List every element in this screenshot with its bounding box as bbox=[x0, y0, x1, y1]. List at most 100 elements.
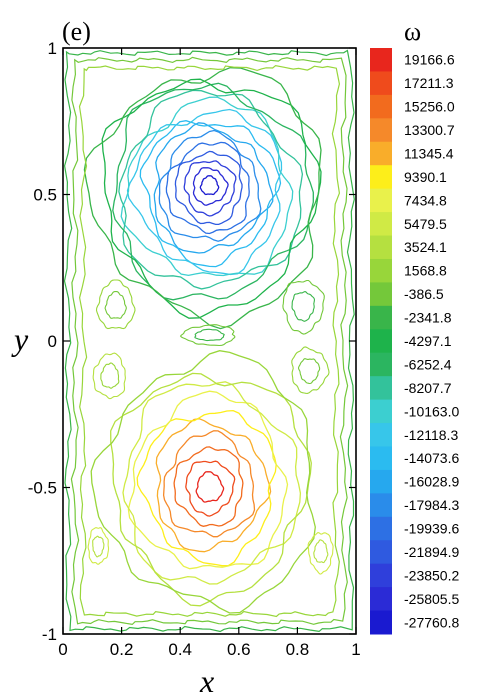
colorbar-tick-label: 17211.3 bbox=[404, 75, 454, 91]
plot-area bbox=[63, 48, 356, 634]
colorbar-swatch bbox=[370, 71, 392, 96]
colorbar-tick-label: -8207.7 bbox=[404, 380, 452, 396]
contour-line bbox=[194, 328, 225, 342]
y-tick-label: 1 bbox=[48, 39, 57, 58]
colorbar-swatch bbox=[370, 282, 392, 307]
y-tick-label: 0.5 bbox=[33, 186, 57, 205]
contour-line bbox=[158, 129, 262, 242]
colorbar-tick-label: -2341.8 bbox=[404, 310, 452, 326]
contour-line bbox=[100, 362, 120, 389]
contour-line bbox=[291, 291, 315, 322]
contour-line bbox=[70, 56, 349, 626]
contour-line bbox=[307, 532, 334, 575]
colorbar-title: ω bbox=[404, 17, 421, 46]
contour-line bbox=[126, 108, 283, 276]
contour-line bbox=[183, 160, 237, 217]
colorbar-swatch bbox=[370, 258, 392, 283]
contour-line bbox=[195, 471, 225, 503]
colorbar-swatch bbox=[370, 329, 392, 354]
contour-line bbox=[185, 460, 236, 517]
colorbar-swatch bbox=[370, 587, 392, 612]
contour-line bbox=[87, 527, 110, 565]
colorbar-swatch bbox=[370, 446, 392, 471]
contour-line bbox=[63, 49, 355, 633]
colorbar-tick-label: -23850.2 bbox=[404, 567, 459, 583]
colorbar-tick-label: 7434.8 bbox=[404, 192, 447, 208]
contour-line bbox=[101, 78, 322, 319]
colorbar-swatch bbox=[370, 165, 392, 190]
contour-line bbox=[104, 291, 127, 319]
y-tick-label: -1 bbox=[42, 625, 57, 644]
contour-line bbox=[162, 430, 256, 538]
colorbar-swatch bbox=[370, 493, 392, 518]
contour-line bbox=[165, 141, 250, 235]
contour-line bbox=[120, 96, 294, 277]
colorbar-swatch bbox=[370, 305, 392, 330]
colorbar-swatch bbox=[370, 516, 392, 541]
contour-line bbox=[291, 346, 330, 394]
contour-line bbox=[153, 122, 274, 254]
colorbar-swatch bbox=[370, 94, 392, 119]
colorbar-tick-label: -12118.3 bbox=[404, 427, 458, 443]
colorbar-swatch bbox=[370, 540, 392, 565]
colorbar-swatch bbox=[370, 423, 392, 447]
colorbar-swatch bbox=[370, 118, 392, 143]
contour-line bbox=[192, 167, 229, 206]
contour-line bbox=[83, 67, 322, 330]
colorbar-swatch bbox=[370, 469, 392, 494]
x-tick-label: 1 bbox=[351, 640, 360, 659]
colorbar-tick-label: 3524.1 bbox=[404, 239, 447, 255]
x-tick-label: 0.6 bbox=[227, 640, 251, 659]
colorbar-tick-label: -4297.1 bbox=[404, 333, 452, 349]
colorbar-tick-label: -14073.6 bbox=[404, 450, 459, 466]
y-tick-label: 0 bbox=[48, 332, 57, 351]
contour-line bbox=[110, 372, 312, 607]
contour-line bbox=[92, 352, 126, 400]
colorbar-tick-label: -16028.9 bbox=[404, 474, 459, 490]
panel-label: (e) bbox=[62, 17, 91, 46]
y-tick-label: -0.5 bbox=[28, 479, 57, 498]
colorbar-swatch bbox=[370, 48, 392, 72]
contour-line bbox=[139, 120, 282, 268]
colorbar-tick-label: 9390.1 bbox=[404, 169, 447, 185]
colorbar-swatch bbox=[370, 399, 392, 424]
colorbar-swatch bbox=[370, 376, 392, 401]
contour-line bbox=[92, 535, 105, 558]
colorbar-tick-label: -386.5 bbox=[404, 286, 444, 302]
colorbar-tick-label: 11345.4 bbox=[404, 145, 454, 161]
contour-line bbox=[199, 175, 220, 196]
colorbar-tick-label: -21894.9 bbox=[404, 544, 459, 560]
contour-line bbox=[112, 82, 314, 301]
colorbar-tick-label: -10163.0 bbox=[404, 403, 459, 419]
x-tick-label: 0.8 bbox=[286, 640, 310, 659]
colorbar: 19166.6 17211.3 15256.0 13300.7 11345.4 9390.… bbox=[370, 48, 459, 635]
contour-line bbox=[174, 150, 243, 226]
colorbar-swatch bbox=[370, 352, 392, 377]
colorbar-tick-label: 13300.7 bbox=[404, 122, 455, 138]
colorbar-tick-label: 1568.8 bbox=[404, 263, 447, 279]
x-axis-label: x bbox=[199, 663, 214, 698]
x-tick-label: 0.2 bbox=[110, 640, 134, 659]
contour-line bbox=[95, 279, 136, 330]
colorbar-swatch bbox=[370, 610, 392, 635]
contour-line bbox=[313, 539, 329, 564]
x-tick-label: 0.4 bbox=[168, 640, 192, 659]
colorbar-swatch bbox=[370, 188, 392, 213]
colorbar-tick-label: 19166.6 bbox=[404, 52, 455, 68]
contour-line bbox=[90, 350, 316, 614]
contour-line bbox=[78, 64, 341, 618]
x-axis: 0 0.2 0.4 0.6 0.8 1 bbox=[58, 48, 361, 659]
colorbar-tick-label: -25805.5 bbox=[404, 591, 459, 607]
contour-line bbox=[127, 390, 289, 570]
contour-line bbox=[282, 279, 325, 335]
contour-line bbox=[136, 409, 277, 567]
colorbar-swatch bbox=[370, 141, 392, 166]
contour-line bbox=[155, 418, 272, 553]
contour-line bbox=[297, 358, 321, 385]
colorbar-tick-label: -27760.8 bbox=[404, 614, 459, 630]
colorbar-tick-label: -19939.6 bbox=[404, 521, 459, 537]
contour-line bbox=[122, 381, 302, 585]
colorbar-tick-label: 5479.5 bbox=[404, 216, 447, 232]
y-axis-label: y bbox=[11, 321, 29, 357]
